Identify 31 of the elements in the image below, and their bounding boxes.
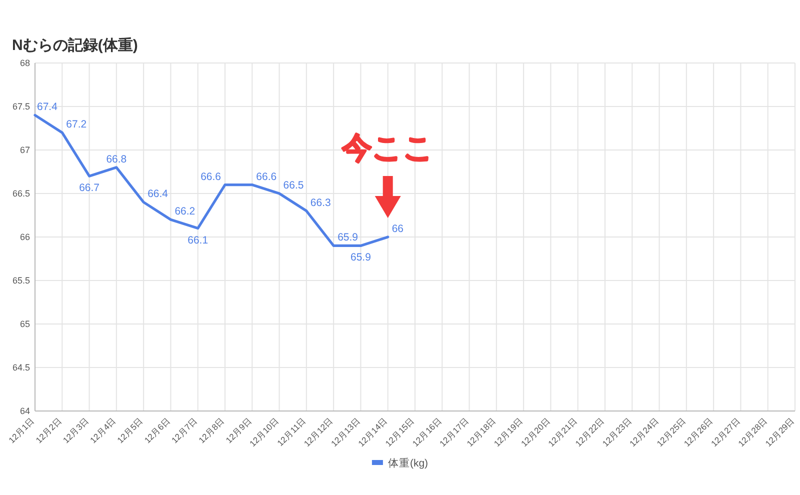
legend-label: 体重(kg): [388, 456, 428, 470]
data-label: 66: [392, 223, 404, 235]
y-tick-label: 67.5: [12, 102, 30, 112]
title: Nむらの記録(体重): [12, 37, 138, 54]
x-tick-label: 12月4日: [88, 415, 118, 446]
data-label: 65.9: [338, 232, 358, 244]
y-tick-label: 66.5: [12, 188, 30, 198]
data-label: 66.6: [200, 170, 222, 183]
data-label: 66.3: [310, 196, 332, 209]
y-tick-label: 67: [20, 145, 30, 155]
data-label: 65.9: [350, 252, 372, 264]
data-label: 66.6: [256, 170, 277, 183]
y-tick-label: 65.5: [12, 276, 30, 286]
x-tick-label: 12月5日: [115, 415, 145, 446]
y-tick-label: 64.5: [12, 362, 30, 372]
data-label: 67.4: [37, 101, 58, 114]
legend: 体重(kg): [372, 458, 428, 470]
annotation: 今ここ: [342, 132, 434, 165]
data-label: 66.4: [148, 188, 168, 200]
data-label: 66.5: [283, 180, 304, 192]
y-tick-label: 65: [20, 319, 30, 329]
data-label: 66.8: [106, 153, 127, 166]
y-tick-label: 64: [20, 406, 30, 416]
y-tick-label: 66: [20, 232, 30, 242]
data-label: 66.7: [79, 182, 100, 194]
x-tick-label: 12月8日: [196, 415, 226, 446]
x-tick-label: 12月1日: [6, 415, 36, 446]
data-label: 66.2: [174, 206, 196, 218]
data-label: 66.1: [188, 234, 208, 246]
y-tick-label: 68: [20, 58, 30, 68]
data-label: 67.2: [66, 118, 87, 131]
